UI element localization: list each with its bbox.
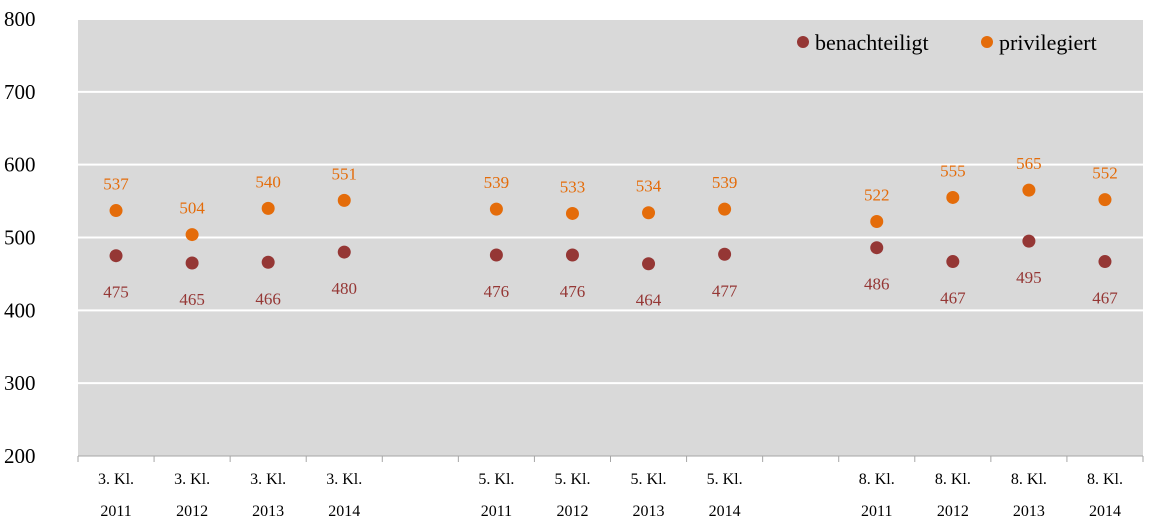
x-tick-label: 2011 bbox=[861, 503, 892, 520]
data-point-privilegiert bbox=[109, 204, 123, 218]
x-tick-label: 5. Kl. bbox=[554, 471, 590, 488]
x-tick-label: 3. Kl. bbox=[326, 471, 362, 488]
x-tick-label: 2013 bbox=[1013, 503, 1045, 520]
data-label-privilegiert: 537 bbox=[103, 175, 129, 194]
data-label-privilegiert: 534 bbox=[636, 177, 662, 196]
data-point-privilegiert bbox=[946, 190, 960, 204]
data-label-benachteiligt: 465 bbox=[179, 290, 205, 309]
data-point-privilegiert bbox=[1098, 193, 1112, 207]
data-point-benachteiligt bbox=[1022, 234, 1036, 248]
x-tick-label: 2013 bbox=[252, 503, 284, 520]
x-axis bbox=[77, 455, 1144, 462]
x-tick-label: 3. Kl. bbox=[98, 471, 134, 488]
data-label-privilegiert: 565 bbox=[1016, 154, 1042, 173]
x-tick-label: 5. Kl. bbox=[478, 471, 514, 488]
data-label-benachteiligt: 475 bbox=[103, 283, 129, 302]
data-label-privilegiert: 555 bbox=[940, 161, 966, 180]
data-label-privilegiert: 504 bbox=[179, 199, 205, 218]
data-point-privilegiert bbox=[185, 228, 199, 242]
data-label-privilegiert: 539 bbox=[712, 173, 738, 192]
data-label-benachteiligt: 476 bbox=[560, 282, 586, 301]
x-tick-label: 5. Kl. bbox=[631, 471, 667, 488]
data-label-privilegiert: 551 bbox=[332, 164, 358, 183]
x-tick-label: 8. Kl. bbox=[1087, 471, 1123, 488]
y-tick-label: 200 bbox=[4, 444, 36, 468]
data-point-benachteiligt bbox=[946, 255, 960, 269]
data-label-privilegiert: 533 bbox=[560, 177, 586, 196]
data-label-privilegiert: 540 bbox=[255, 172, 281, 191]
data-point-benachteiligt bbox=[185, 256, 199, 270]
x-tick-label: 8. Kl. bbox=[1011, 471, 1047, 488]
data-label-benachteiligt: 466 bbox=[255, 289, 281, 308]
data-label-benachteiligt: 495 bbox=[1016, 268, 1042, 287]
data-label-benachteiligt: 476 bbox=[484, 282, 510, 301]
data-point-privilegiert bbox=[489, 202, 503, 216]
x-tick-label: 3. Kl. bbox=[250, 471, 286, 488]
legend-label-benachteiligt: benachteiligt bbox=[815, 30, 929, 55]
legend-label-privilegiert: privilegiert bbox=[999, 30, 1097, 55]
legend-marker-privilegiert bbox=[981, 36, 993, 48]
y-axis-ticks: 200 300 400 500 600 700 800 bbox=[4, 7, 36, 468]
y-tick-label: 300 bbox=[4, 371, 36, 395]
data-point-benachteiligt bbox=[489, 248, 503, 262]
data-point-benachteiligt bbox=[337, 245, 351, 259]
data-point-privilegiert bbox=[565, 206, 579, 220]
legend-marker-benachteiligt bbox=[797, 36, 809, 48]
data-point-benachteiligt bbox=[565, 248, 579, 262]
x-tick-label: 8. Kl. bbox=[935, 471, 971, 488]
y-tick-label: 600 bbox=[4, 153, 36, 177]
y-tick-label: 500 bbox=[4, 226, 36, 250]
y-tick-label: 800 bbox=[4, 7, 36, 31]
x-tick-label: 2014 bbox=[709, 503, 741, 520]
gridlines bbox=[78, 18, 1143, 385]
y-tick-label: 700 bbox=[4, 80, 36, 104]
x-tick-label: 8. Kl. bbox=[859, 471, 895, 488]
x-tick-label: 2011 bbox=[481, 503, 512, 520]
x-tick-label: 2014 bbox=[328, 503, 360, 520]
data-label-benachteiligt: 467 bbox=[940, 289, 966, 308]
data-label-benachteiligt: 477 bbox=[712, 281, 738, 300]
data-point-benachteiligt bbox=[109, 249, 123, 263]
data-point-benachteiligt bbox=[261, 255, 275, 269]
data-point-privilegiert bbox=[337, 193, 351, 207]
x-tick-label: 2012 bbox=[937, 503, 969, 520]
data-point-privilegiert bbox=[1022, 183, 1036, 197]
data-label-benachteiligt: 480 bbox=[332, 279, 358, 298]
data-points bbox=[109, 183, 1112, 271]
data-point-benachteiligt bbox=[642, 257, 656, 271]
data-point-privilegiert bbox=[870, 214, 884, 228]
data-label-benachteiligt: 464 bbox=[636, 291, 662, 310]
x-tick-label: 2013 bbox=[633, 503, 665, 520]
x-tick-label: 2012 bbox=[556, 503, 588, 520]
y-tick-label: 400 bbox=[4, 298, 36, 322]
data-label-benachteiligt: 486 bbox=[864, 275, 890, 294]
x-tick-label: 2012 bbox=[176, 503, 208, 520]
x-tick-label: 2011 bbox=[100, 503, 131, 520]
data-label-privilegiert: 552 bbox=[1092, 164, 1118, 183]
x-tick-label: 3. Kl. bbox=[174, 471, 210, 488]
data-point-benachteiligt bbox=[718, 247, 732, 261]
data-label-benachteiligt: 467 bbox=[1092, 289, 1118, 308]
x-tick-label: 5. Kl. bbox=[707, 471, 743, 488]
data-point-benachteiligt bbox=[1098, 255, 1112, 269]
data-point-privilegiert bbox=[718, 202, 732, 216]
data-point-privilegiert bbox=[261, 201, 275, 215]
data-labels: 475 465 466 480 476 476 464 477 486 467 495 467 537 5… bbox=[103, 154, 1118, 310]
data-point-privilegiert bbox=[642, 206, 656, 220]
legend: benachteiligt privilegiert bbox=[797, 30, 1097, 55]
data-point-benachteiligt bbox=[870, 241, 884, 255]
x-axis-ticks: 3. Kl. 2011 3. Kl. 2012 3. Kl. 2013 3. Kl. 2014… bbox=[98, 471, 1123, 520]
data-label-privilegiert: 539 bbox=[484, 173, 510, 192]
data-label-privilegiert: 522 bbox=[864, 185, 890, 204]
x-tick-label: 2014 bbox=[1089, 503, 1121, 520]
